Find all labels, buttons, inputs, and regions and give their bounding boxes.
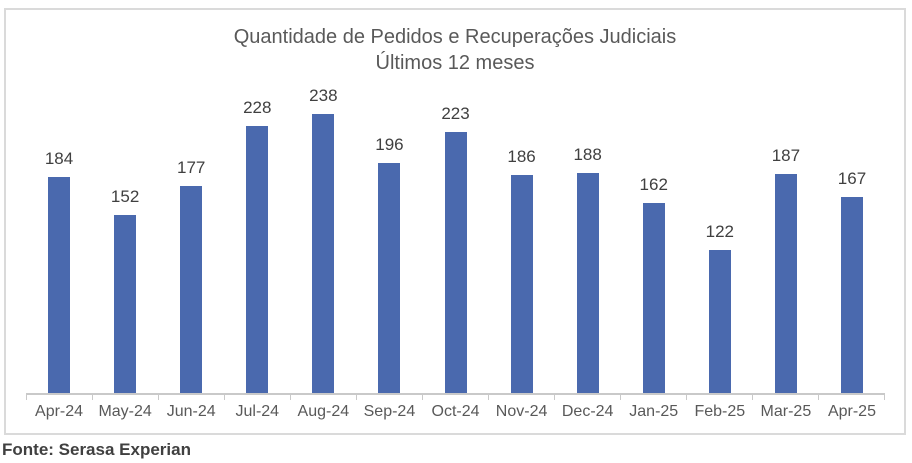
category-label: Jun-24: [166, 403, 216, 420]
bar: [114, 215, 137, 393]
axis-tick: [819, 395, 885, 400]
category-label: Nov-24: [495, 403, 548, 420]
bar-value-label: 196: [375, 135, 404, 154]
bar-value-label: 188: [573, 145, 602, 164]
bar: [312, 114, 335, 393]
bar-cell: 184: [26, 149, 92, 393]
bar-value-label: 228: [243, 98, 272, 117]
bar-cell: 238: [290, 86, 356, 393]
axis-tick: [291, 395, 357, 400]
category-label: Jan-25: [629, 403, 679, 420]
bar-cell: 152: [92, 187, 158, 393]
source-note: Fonte: Serasa Experian: [2, 440, 191, 459]
category-label: Sep-24: [363, 403, 416, 420]
axis-tick: [27, 395, 93, 400]
axis-tick: [687, 395, 753, 400]
chart-title-line1: Quantidade de Pedidos e Recuperações Jud…: [233, 26, 677, 48]
axis-tick: [159, 395, 225, 400]
bar-value-label: 238: [309, 86, 338, 105]
axis-tick: [93, 395, 159, 400]
chart-title: Quantidade de Pedidos e Recuperações Jud…: [6, 24, 904, 76]
bar: [510, 175, 533, 393]
bar-value-label: 162: [639, 175, 668, 194]
axis-tick: [423, 395, 489, 400]
bar: [444, 132, 467, 393]
x-axis-labels: Apr-24 May-24 Jun-24 Jul-24 Aug-24 Sep-24 Oct-…: [26, 402, 885, 421]
axis-tick: [621, 395, 687, 400]
bar: [378, 163, 401, 393]
bar-cell: 186: [489, 147, 555, 393]
bar: [246, 126, 269, 393]
bar: [642, 203, 665, 393]
category-label: Aug-24: [297, 403, 350, 420]
axis-tick: [489, 395, 555, 400]
category-label: Mar-25: [760, 403, 812, 420]
category-label: Apr-25: [827, 403, 876, 420]
bar-value-label: 186: [507, 147, 536, 166]
category-label: Oct-24: [431, 403, 480, 420]
bar-value-label: 177: [177, 158, 206, 177]
category-label: Apr-24: [35, 403, 84, 420]
axis-tick: [357, 395, 423, 400]
bar-value-label: 184: [44, 149, 74, 168]
bar-cell: 187: [753, 146, 819, 393]
bar: [180, 186, 203, 393]
chart-panel: Quantidade de Pedidos e Recuperações Jud…: [4, 8, 906, 435]
axis-tick: [753, 395, 819, 400]
bar: [708, 250, 731, 393]
bar: [48, 177, 71, 393]
bar-value-label: 223: [441, 104, 470, 123]
bar-cell: 196: [356, 135, 422, 393]
bar-value-label: 122: [705, 222, 734, 241]
axis-tick: [555, 395, 621, 400]
category-label: May-24: [98, 403, 152, 420]
category-label: Feb-25: [694, 403, 746, 420]
category-label: Dec-24: [561, 403, 614, 420]
bar: [774, 174, 797, 393]
bar-cell: 162: [621, 175, 687, 393]
bar-value-label: 187: [771, 146, 801, 165]
bar-cell: 223: [422, 104, 488, 393]
bar-cell: 228: [224, 98, 290, 393]
axis-tick: [225, 395, 291, 400]
bar-value-label: 152: [110, 187, 140, 206]
bars-area: 184 152 177 228 238 196 223 186 188 162 122 187 167: [26, 86, 885, 393]
x-axis-line: [26, 393, 885, 400]
bar-cell: 188: [555, 145, 621, 393]
bar-cell: 177: [158, 158, 224, 393]
bar: [576, 173, 599, 393]
bar-cell: 122: [687, 222, 753, 393]
bar-cell: 167: [819, 169, 885, 393]
bar-value-label: 167: [837, 169, 867, 188]
chart-title-line2: Últimos 12 meses: [375, 52, 535, 74]
bar: [840, 197, 863, 393]
category-label: Jul-24: [235, 403, 280, 420]
